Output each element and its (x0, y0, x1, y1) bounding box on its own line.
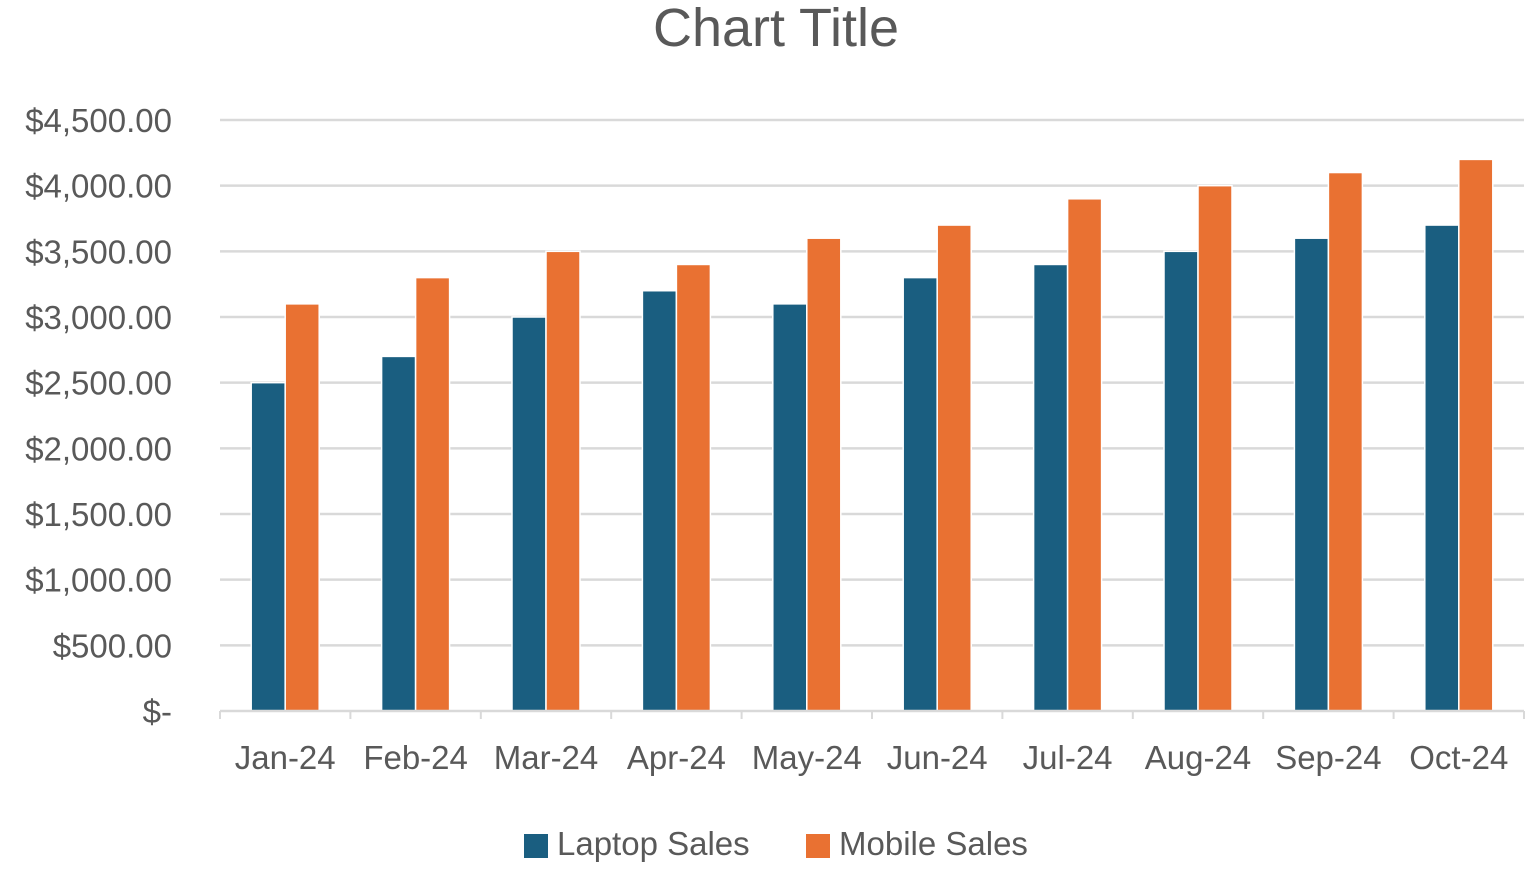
y-axis: $- $500.00 $1,000.00 $1,500.00 $2,000.00 $2,5… (25, 102, 172, 730)
y-tick-label: $4,500.00 (25, 102, 172, 139)
legend: Laptop Sales Mobile Sales (524, 825, 1028, 862)
x-tick-label: Oct-24 (1409, 739, 1508, 776)
legend-swatch-laptop-sales (524, 834, 548, 858)
bar-laptop-sales-jun-24 (902, 276, 938, 712)
x-tick-label: Jul-24 (1023, 739, 1113, 776)
bar-laptop-sales-aug-24 (1163, 250, 1199, 712)
bar-mobile-sales-jan-24 (284, 303, 320, 712)
y-tick-label: $500.00 (53, 627, 172, 664)
bar-laptop-sales-oct-24 (1424, 224, 1460, 712)
y-tick-label: $2,500.00 (25, 365, 172, 402)
bar-mobile-sales-feb-24 (414, 276, 451, 712)
x-tick-label: Apr-24 (627, 739, 726, 776)
x-tick-label: May-24 (752, 739, 862, 776)
y-tick-label: $1,500.00 (25, 496, 172, 533)
bar-laptop-sales-feb-24 (380, 355, 417, 712)
bar-laptop-sales-jan-24 (250, 381, 286, 712)
bar-laptop-sales-jul-24 (1032, 263, 1069, 712)
x-tick-label: Mar-24 (494, 739, 599, 776)
bar-laptop-sales-may-24 (772, 303, 808, 712)
x-tick-label: Feb-24 (363, 739, 468, 776)
bar-mobile-sales-mar-24 (545, 250, 581, 712)
y-tick-label: $3,000.00 (25, 299, 172, 336)
bar-mobile-sales-jun-24 (936, 224, 972, 712)
y-tick-label: $3,500.00 (25, 233, 172, 270)
x-tick-label: Jan-24 (235, 739, 336, 776)
bar-laptop-sales-sep-24 (1293, 237, 1330, 712)
bar-mobile-sales-may-24 (806, 237, 842, 712)
bars (250, 158, 1494, 712)
bar-laptop-sales-mar-24 (511, 316, 547, 712)
bar-mobile-sales-apr-24 (675, 263, 712, 712)
legend-label-laptop-sales: Laptop Sales (557, 825, 750, 862)
x-tick-label: Aug-24 (1145, 739, 1251, 776)
y-tick-label: $1,000.00 (25, 562, 172, 599)
x-tick-label: Jun-24 (887, 739, 988, 776)
bar-mobile-sales-aug-24 (1197, 184, 1233, 712)
y-tick-label: $2,000.00 (25, 430, 172, 467)
y-tick-label: $4,000.00 (25, 168, 172, 205)
x-axis: Jan-24 Feb-24 Mar-24 Apr-24 May-24 Jun-24 Jul-… (219, 709, 1525, 776)
chart-title: Chart Title (653, 0, 899, 58)
bar-mobile-sales-sep-24 (1327, 171, 1364, 712)
x-tick-label: Sep-24 (1275, 739, 1381, 776)
bar-mobile-sales-jul-24 (1066, 198, 1103, 712)
bar-mobile-sales-oct-24 (1458, 158, 1494, 712)
legend-swatch-mobile-sales (806, 834, 830, 858)
bar-laptop-sales-apr-24 (641, 289, 678, 712)
legend-label-mobile-sales: Mobile Sales (839, 825, 1028, 862)
y-tick-label: $- (143, 693, 172, 730)
